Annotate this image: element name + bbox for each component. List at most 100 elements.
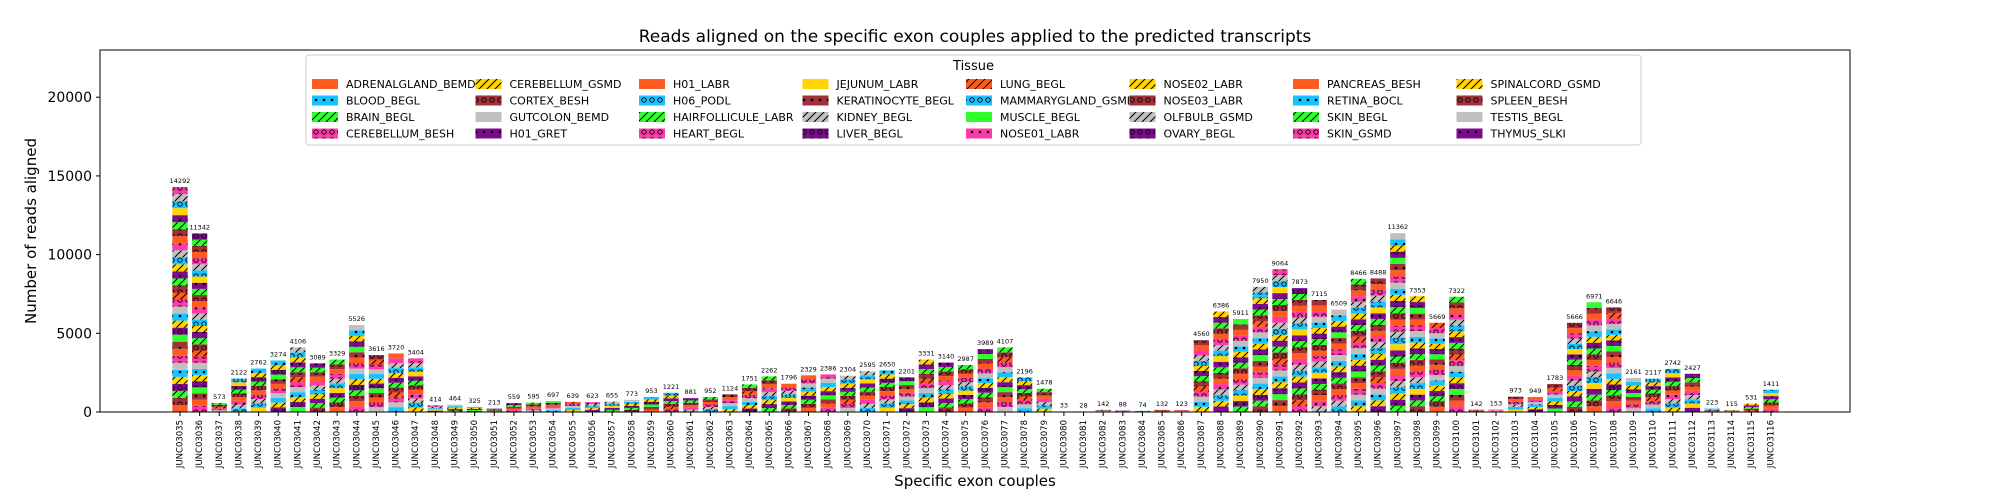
bar-segment [918,373,935,379]
bar-segment [1429,354,1445,360]
bar-segment [1036,402,1052,406]
bar-segment [1586,400,1602,407]
bar-segment [309,389,326,395]
bar-segment [859,383,876,388]
bar-segment [250,381,267,386]
bar-segment [997,392,1013,398]
bar-segment [1272,269,1288,276]
bar-segment [565,401,581,404]
bar-segment [1331,343,1347,350]
value-label: 142 [1470,400,1482,408]
bar-segment [741,387,758,392]
bar-segment [938,362,954,368]
bar-segment [741,394,758,399]
bar-segment [958,373,974,378]
bar-segment [1527,407,1543,410]
bar-JUNC03099: 5669 [1429,313,1445,412]
bar-segment [918,369,935,374]
bar-segment [1036,405,1052,409]
bar-segment [1233,406,1249,412]
x-tick-label: JUNC03109 [1629,420,1639,469]
x-tick-label: JUNC03108 [1609,420,1619,469]
x-tick-label: JUNC03065 [765,420,775,469]
bar-JUNC03104: 949 [1527,387,1543,412]
bar-segment [1272,322,1288,329]
x-tick-label: JUNC03042 [313,420,323,469]
bar-segment [1291,406,1308,412]
legend-label: SKIN_GSMD [1327,128,1392,141]
bar-JUNC03112: 2427 [1684,364,1701,412]
legend-item: ADRENALGLAND_BEMD [312,78,476,91]
bar-segment [1291,341,1308,348]
bar-segment [290,352,306,358]
value-label: 4107 [997,337,1014,345]
bar-segment [1586,406,1602,412]
legend: Tissue ADRENALGLAND_BEMD BLOOD_BEGL BRAIN_B… [305,54,1642,146]
bar-segment [172,320,188,328]
bar-segment [1272,394,1288,401]
bar-segment [1311,406,1327,412]
bar-segment [702,409,718,412]
bar-segment [1252,355,1268,361]
bar-segment [918,407,935,412]
legend-label: RETINA_BOCL [1327,95,1404,108]
bar-segment [1233,373,1249,380]
value-label: 2304 [840,366,857,374]
bar-segment [290,347,306,353]
bar-segment [466,408,483,410]
x-tick-label: JUNC03062 [706,420,716,469]
bar-segment [388,387,404,393]
bar-segment [408,389,424,395]
bar-segment [408,403,424,408]
bar-segment [1272,287,1288,294]
value-label: 2742 [1665,359,1682,367]
bar-segment [1350,296,1367,302]
bar-segment [1409,359,1426,366]
bar-segment [997,382,1013,388]
bar-segment [1409,319,1426,326]
bar-segment [270,379,286,384]
bar-segment [1370,359,1386,366]
bar-segment [1390,313,1406,320]
bar-JUNC03082: 142 [1095,400,1111,412]
bar-segment [1763,402,1779,406]
bar-segment [1606,389,1622,396]
bar-segment [1252,360,1268,367]
legend-label: CEREBELLUM_BESH [346,128,454,141]
bar-segment [1252,406,1268,412]
bar-segment [191,344,208,351]
legend-item: HAIRFOLLICULE_LABR [639,111,794,124]
bar-segment [1606,345,1622,352]
bar-segment [1350,371,1367,378]
bar-segment [329,392,345,398]
bar-segment [1252,321,1268,327]
bar-segment [663,403,679,407]
x-tick-label: JUNC03039 [254,420,264,469]
bar-JUNC03075: 2987 [957,355,974,412]
bar-segment [683,402,699,406]
bar-segment [1625,377,1642,382]
x-tick-label: JUNC03103 [1511,420,1521,469]
bar-segment [624,401,640,404]
bar-segment [1409,325,1426,331]
bar-segment [840,379,856,384]
bar-segment [1586,371,1602,378]
bar-segment [427,405,444,407]
bar-segment [938,380,954,386]
bar-segment [1331,326,1347,333]
bar-segment [1252,286,1268,293]
bar-segment [1233,368,1249,374]
bar-JUNC03061: 881 [683,388,699,412]
bar-segment [1233,395,1249,402]
bar-segment [368,369,385,375]
bar-segment [899,404,915,409]
value-label: 1478 [1036,379,1053,387]
bar-segment [290,372,306,378]
bar-segment [506,410,522,412]
bar-segment [1566,328,1583,334]
bar-segment [290,377,306,383]
bar-segment [800,375,817,380]
bar-segment [1645,393,1661,398]
bar-segment [172,341,188,349]
